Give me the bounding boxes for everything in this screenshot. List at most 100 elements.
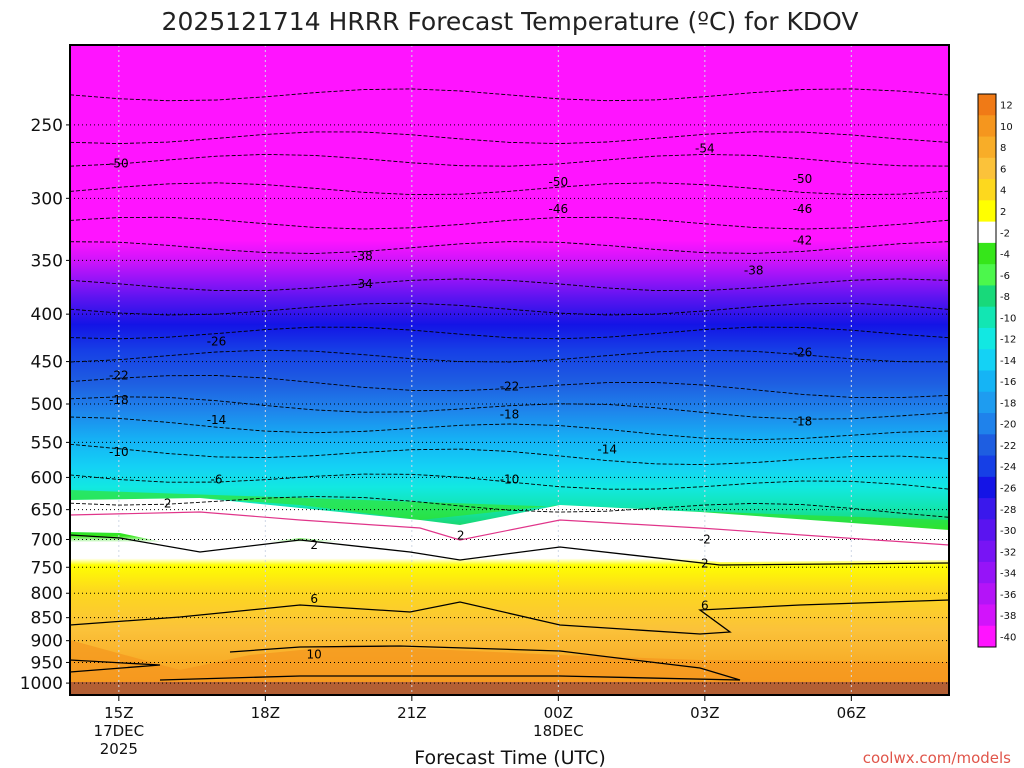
colorbar-label: -10 (1000, 313, 1016, 324)
x-axis-label: Forecast Time (UTC) (414, 747, 605, 768)
y-tick-label: 450 (31, 353, 63, 373)
contour-label: -22 (500, 380, 520, 394)
isotherm-dashed (70, 153, 949, 167)
isotherm-dashed (70, 473, 949, 490)
contour-label: 6 (310, 592, 318, 606)
contour-label: -18 (500, 407, 520, 421)
colorbar-label: -6 (1000, 271, 1010, 282)
y-tick-label: 850 (31, 609, 63, 629)
isotherm-dashed (70, 496, 949, 518)
contour-label: 2 (164, 496, 172, 510)
ground-surface (70, 682, 949, 695)
isotherm-dashed (70, 349, 949, 363)
colorbar-swatch (978, 476, 996, 499)
x-tick-date: 18DEC (533, 722, 584, 740)
colorbar-label: -34 (1000, 569, 1016, 580)
isotherm-dashed (70, 416, 949, 441)
colorbar-swatch (978, 200, 996, 223)
colorbar-swatch (978, 157, 996, 180)
colorbar-swatch (978, 285, 996, 308)
y-tick-label: 300 (31, 189, 63, 209)
colorbar-label: -40 (1000, 632, 1016, 643)
isotherm-10c (70, 645, 741, 681)
colorbar-label: -36 (1000, 590, 1016, 601)
contour-label: 2 (457, 528, 465, 542)
contour-label: -34 (353, 277, 373, 291)
colorbar-label: -12 (1000, 335, 1016, 346)
contour-label: -10 (109, 445, 129, 459)
colorbar-swatch (978, 519, 996, 542)
colorbar-swatch (978, 136, 996, 159)
colorbar-label: -24 (1000, 462, 1016, 473)
y-tick-label: 750 (31, 558, 63, 578)
y-tick-label: 900 (31, 632, 63, 652)
isotherm-dashed (70, 278, 949, 292)
y-tick-label: 800 (31, 584, 63, 604)
contour-label: -46 (549, 202, 569, 216)
colorbar-swatch (978, 115, 996, 138)
colorbar-swatch (978, 242, 996, 265)
credit-text: coolwx.com/models (863, 749, 1011, 767)
colorbar-label: -26 (1000, 483, 1016, 494)
contour-label: -46 (793, 202, 813, 216)
colorbar-swatch (978, 604, 996, 627)
colorbar-swatch (978, 306, 996, 329)
isotherm-dashed (70, 443, 949, 466)
contour-label: 2 (310, 538, 318, 552)
y-tick-label: 950 (31, 653, 63, 673)
colorbar-swatch (978, 561, 996, 584)
contour-label: -22 (109, 369, 129, 383)
contour-label: -42 (793, 233, 813, 247)
x-tick-label: 21Z (397, 704, 426, 722)
colorbar-label: -4 (1000, 250, 1010, 261)
colorbar: 12 10 8 6 4 2 -2 -4 -6 -8 -10 -12 -14 -16 -18 -20 -22 -24… (977, 93, 1016, 648)
y-tick-label: 400 (31, 305, 63, 325)
y-axis-ticks: 250 300 350 400 450 500 550 600 650 700 750 800 850 9… (20, 116, 70, 694)
isotherm-dashed (70, 88, 949, 102)
colorbar-swatch (978, 221, 996, 244)
x-tick-date: 17DEC (94, 722, 145, 740)
colorbar-label: 12 (1000, 101, 1013, 112)
colorbar-swatch (978, 540, 996, 563)
isotherm-dashed (70, 396, 949, 420)
isotherm-dashed (70, 241, 949, 254)
colorbar-swatch (978, 455, 996, 478)
colorbar-swatch (978, 370, 996, 393)
contour-label: -54 (695, 141, 715, 155)
contour-label: -38 (353, 249, 373, 263)
y-tick-label: 500 (31, 395, 63, 415)
contour-labels: -54-50-50 -50-46 -46-42-38-38-34-26-26-22-… (109, 141, 812, 661)
colorbar-label: -14 (1000, 356, 1016, 367)
colorbar-swatch (978, 349, 996, 371)
colorbar-border (977, 93, 997, 648)
contour-label: 10 (307, 648, 322, 662)
colorbar-label: -28 (1000, 505, 1016, 516)
y-tick-label: 600 (31, 468, 63, 488)
y-tick-label: 650 (31, 501, 63, 521)
contour-label: 6 (701, 599, 709, 613)
contour-label: -50 (549, 175, 569, 189)
colorbar-label: -20 (1000, 420, 1016, 431)
colorbar-swatch (978, 498, 996, 520)
grid-lines (70, 45, 949, 695)
x-tick-label: 18Z (251, 704, 280, 722)
colorbar-label: -30 (1000, 526, 1016, 537)
contour-label: -18 (109, 393, 129, 407)
contour-label: -26 (793, 346, 813, 360)
colorbar-swatch (978, 583, 996, 605)
isotherm-dashed (70, 326, 949, 340)
contour-label: -6 (211, 472, 223, 486)
colorbar-swatch (978, 179, 996, 201)
y-tick-label: 250 (31, 116, 63, 136)
plot-area: -54-50-50 -50-46 -46-42-38-38-34-26-26-22-… (70, 45, 949, 695)
isotherm-6c (70, 599, 949, 635)
colorbar-label: 8 (1000, 143, 1006, 154)
colorbar-swatch (978, 413, 996, 435)
y-tick-label: 1000 (20, 674, 63, 694)
isotherm-dashed (70, 131, 949, 145)
plot-border (69, 44, 950, 696)
colorbar-label: 6 (1000, 164, 1006, 175)
contour-label: -50 (793, 172, 813, 186)
contour-lines (70, 88, 949, 681)
